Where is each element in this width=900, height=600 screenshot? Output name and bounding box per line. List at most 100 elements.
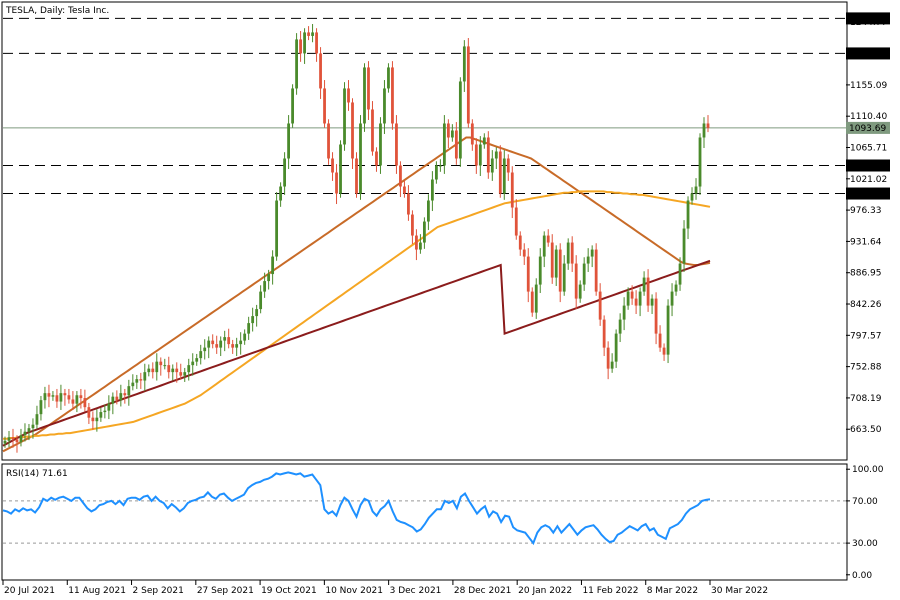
candle — [187, 358, 191, 381]
price-tick-label: 976.33 — [850, 206, 882, 216]
candle-body — [666, 305, 670, 355]
candle-body — [47, 393, 51, 397]
price-tick-label: 886.95 — [850, 269, 882, 279]
price-axis: 1244.771155.091110.401065.711021.02976.3… — [846, 18, 887, 435]
candle-body — [211, 340, 215, 345]
candle-body — [434, 165, 438, 180]
candle — [494, 147, 498, 170]
candle-body — [275, 200, 279, 257]
candle-body — [331, 158, 334, 173]
candle-body — [430, 179, 434, 201]
candle-body — [566, 242, 570, 264]
candle — [646, 269, 650, 312]
candle-body — [694, 186, 698, 194]
candle — [287, 115, 290, 170]
candle — [399, 161, 402, 198]
candle — [694, 178, 698, 200]
candle — [119, 384, 123, 407]
candle — [462, 40, 466, 92]
candle-body — [243, 333, 247, 341]
candle-body — [151, 368, 155, 373]
level-tag-1000.00: 1000.00 — [849, 190, 886, 200]
candle — [438, 159, 442, 172]
candle-body — [71, 399, 75, 404]
candle-body — [95, 417, 99, 422]
price-tick-label: 1110.40 — [850, 112, 887, 122]
candle — [442, 115, 446, 174]
candle-body — [586, 256, 590, 264]
candle-body — [438, 165, 442, 167]
candle-body — [375, 151, 378, 166]
candle-body — [442, 123, 446, 166]
candle — [650, 294, 654, 315]
candle — [175, 362, 179, 383]
candle-body — [427, 200, 430, 222]
candle-body — [31, 424, 35, 429]
candle-body — [678, 263, 682, 285]
candle — [271, 250, 275, 285]
candle — [618, 313, 622, 343]
candle — [279, 182, 283, 207]
candle — [486, 131, 490, 179]
candle-body — [283, 158, 286, 187]
candle-body — [674, 284, 678, 292]
candle — [251, 307, 255, 332]
price-tick-label: 663.50 — [850, 425, 882, 435]
candle — [610, 353, 614, 373]
candle-body — [474, 144, 478, 166]
candle-body — [466, 46, 470, 124]
candle-body — [574, 263, 578, 299]
rsi-tick-label: 0.00 — [852, 571, 872, 581]
candle-body — [514, 207, 518, 236]
candle — [75, 391, 79, 413]
moving-average-50 — [2, 136, 711, 453]
candle-body — [119, 393, 123, 401]
candle-body — [542, 235, 546, 257]
candle-body — [454, 130, 458, 159]
time-tick-label: 3 Dec 2021 — [390, 586, 442, 596]
time-tick-label: 27 Sep 2021 — [197, 586, 254, 596]
candle — [558, 243, 562, 303]
candle — [450, 124, 454, 142]
candle — [530, 287, 534, 317]
candle — [383, 80, 386, 134]
candle — [235, 337, 239, 357]
candle — [446, 119, 450, 148]
candle — [562, 255, 566, 296]
rsi-chart-frame — [1, 463, 848, 581]
candle-body — [470, 123, 474, 145]
candle — [403, 180, 406, 198]
candle — [315, 28, 318, 62]
candle — [351, 98, 354, 170]
candle — [658, 325, 662, 352]
candle-body — [319, 53, 322, 89]
candle — [598, 283, 602, 326]
candle — [283, 152, 286, 195]
candle-body — [423, 221, 426, 243]
candle-body — [7, 437, 11, 441]
candle — [211, 334, 215, 349]
candle — [131, 374, 135, 391]
candle-body — [295, 39, 298, 89]
candle-body — [107, 403, 111, 411]
candle — [522, 243, 526, 265]
candle-body — [303, 32, 306, 54]
candle — [510, 166, 514, 219]
candle — [379, 117, 382, 174]
candle — [670, 283, 674, 317]
candle-body — [263, 281, 267, 292]
candle-body — [598, 291, 602, 320]
candle — [87, 402, 91, 424]
candle — [207, 336, 211, 359]
candle — [594, 243, 598, 296]
candle-body — [522, 249, 526, 257]
candle-body — [239, 340, 243, 345]
candle — [458, 77, 462, 167]
candle-body — [371, 109, 374, 152]
candle — [490, 150, 494, 181]
candle-body — [247, 323, 251, 334]
candle — [427, 194, 430, 230]
price-tick-label: 931.64 — [850, 237, 882, 247]
candle — [63, 388, 67, 406]
candle-body — [638, 291, 642, 306]
